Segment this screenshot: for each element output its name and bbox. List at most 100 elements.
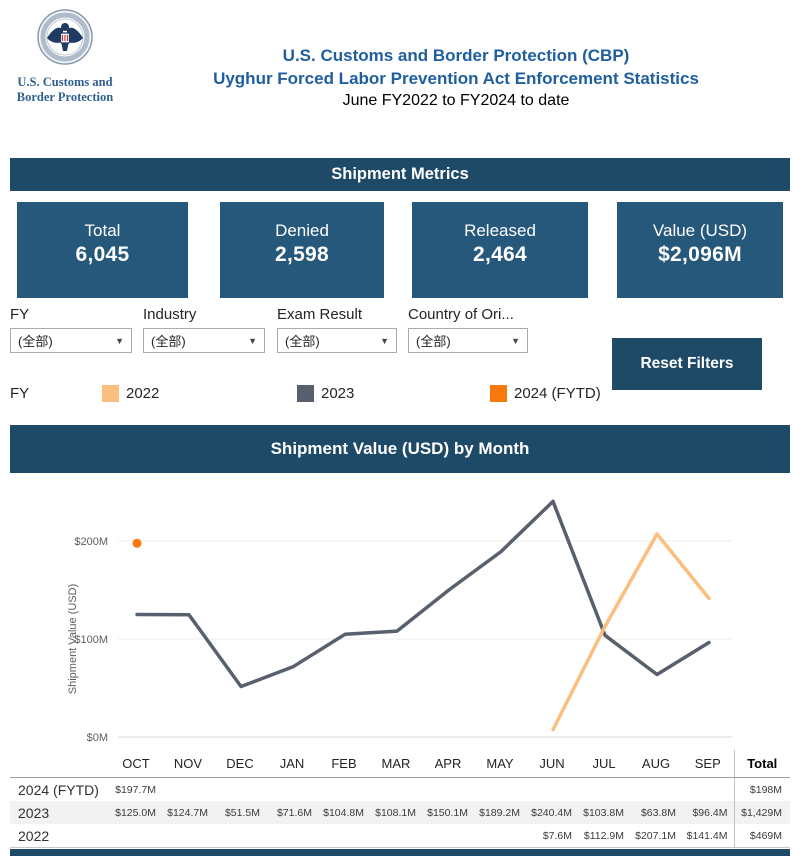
row-total-cell: $469M: [733, 824, 790, 848]
month-value-cell: [318, 824, 370, 848]
month-value-cell: $96.4M: [682, 801, 734, 824]
series-point-2024 (FYTD): [132, 538, 142, 548]
metric-label: Value (USD): [652, 221, 748, 240]
filter-fy: FY (全部) ▼: [10, 306, 132, 353]
total-column-header: Total: [733, 750, 790, 778]
legend-swatch-2022: [102, 385, 119, 402]
filter-label: Exam Result: [277, 306, 363, 323]
metric-card-released: Released 2,464: [412, 202, 588, 298]
legend-label: 2024 (FYTD): [514, 385, 601, 402]
table-header-row: OCT NOV DEC JAN FEB MAR APR MAY JUN JUL AUG SEP Tota…: [10, 750, 790, 778]
table-corner-cell: [10, 750, 110, 778]
chevron-down-icon: ▼: [248, 335, 257, 346]
row-total-cell: $1,429M: [733, 801, 790, 824]
filter-label: Industry: [143, 306, 197, 323]
month-value-cell: [474, 778, 526, 802]
month-column-header: APR: [422, 750, 474, 778]
y-axis-tick-label: $0M: [87, 732, 108, 744]
table-row-2022: 2022 $7.6M $112.9M $207.1M $141.4M $469M: [10, 824, 790, 848]
month-value-cell: [162, 824, 214, 848]
logo-caption-line2: Border Protection: [16, 90, 114, 104]
table-row-2024-fytd-: 2024 (FYTD) $197.7M $198M: [10, 777, 790, 802]
metric-value: 2,464: [472, 243, 528, 266]
fy-dropdown[interactable]: (全部) ▼: [10, 328, 132, 353]
month-value-cell: $7.6M: [542, 829, 572, 842]
filter-label: FY: [10, 306, 30, 323]
title-subtitle: June FY2022 to FY2024 to date: [342, 92, 570, 109]
filter-label: Country of Ori...: [408, 306, 514, 323]
month-value-cell: [162, 778, 214, 802]
filter-exam-result: Exam Result (全部) ▼: [277, 306, 397, 353]
month-value-cell: $103.8M: [578, 801, 630, 824]
title-line-1: U.S. Customs and Border Protection (CBP): [282, 46, 630, 65]
month-column-header: OCT: [110, 750, 162, 778]
metric-card-total: Total 6,045: [17, 202, 188, 298]
month-column-header: FEB: [318, 750, 370, 778]
reset-filters-button[interactable]: Reset Filters: [612, 338, 762, 390]
shipment-value-banner: Shipment Value (USD) by Month: [10, 425, 790, 473]
table-row-2023: 2023 $125.0M $124.7M $51.5M $71.6M $104.8M $10…: [10, 801, 790, 824]
month-value-cell: $189.2M: [474, 801, 526, 824]
row-year-label: 2022: [18, 827, 50, 844]
dropdown-value: (全部): [18, 334, 53, 349]
month-value-cell: $71.6M: [266, 801, 318, 824]
logo-caption-line1: U.S. Customs and: [17, 75, 113, 89]
month-value-cell: [630, 778, 682, 802]
month-value-cell: [266, 778, 318, 802]
month-value-cell: [682, 778, 734, 802]
legend-item-2024-fytd: 2024 (FYTD): [490, 385, 601, 402]
y-axis-tick-label: $200M: [74, 536, 108, 548]
month-value-cell: [214, 824, 266, 848]
month-value-cell: [214, 778, 266, 802]
month-value-cell: $51.5M: [214, 801, 266, 824]
month-column-header: NOV: [162, 750, 214, 778]
month-value-cell: $104.8M: [318, 801, 370, 824]
month-value-cell: $124.7M: [162, 801, 214, 824]
cbp-logo: U.S. Customs and Border Protection: [12, 8, 118, 105]
metric-label: Denied: [275, 221, 329, 240]
filter-country-of-origin: Country of Ori... (全部) ▼: [408, 306, 528, 353]
y-axis-title: Shipment Value (USD): [67, 584, 79, 694]
fy-legend-label: FY: [10, 385, 30, 402]
legend-swatch-2023: [297, 385, 314, 402]
month-value-cell: [474, 824, 526, 848]
month-value-cell: $197.7M: [115, 783, 156, 796]
month-value-cell: [422, 778, 474, 802]
month-value-cell: [526, 778, 578, 802]
month-column-header: DEC: [214, 750, 266, 778]
month-value-cell: [578, 778, 630, 802]
metric-value: 6,045: [75, 243, 130, 266]
legend-item-2023: 2023: [297, 385, 354, 402]
dropdown-value: (全部): [416, 334, 451, 349]
next-section-banner-edge: [10, 849, 790, 856]
filter-industry: Industry (全部) ▼: [143, 306, 265, 353]
cbp-seal-icon: [37, 9, 93, 65]
month-value-cell: $141.4M: [686, 829, 728, 842]
month-value-cell: $240.4M: [526, 801, 578, 824]
metric-label: Released: [464, 221, 536, 240]
month-value-cell: $63.8M: [630, 801, 682, 824]
chevron-down-icon: ▼: [115, 335, 124, 346]
month-value-cell: [318, 778, 370, 802]
chevron-down-icon: ▼: [380, 335, 389, 346]
month-value-cell: $150.1M: [422, 801, 474, 824]
metric-card-denied: Denied 2,598: [220, 202, 384, 298]
dropdown-value: (全部): [285, 334, 320, 349]
month-value-cell: $207.1M: [635, 829, 676, 842]
row-year-label: 2023: [10, 801, 110, 824]
month-column-header: SEP: [682, 750, 734, 778]
shipment-metrics-banner: Shipment Metrics: [10, 158, 790, 191]
month-value-cell: [110, 824, 162, 848]
exam-result-dropdown[interactable]: (全部) ▼: [277, 328, 397, 353]
metric-value: $2,096M: [658, 243, 742, 266]
month-value-cell: [422, 824, 474, 848]
month-value-cell: [370, 778, 422, 802]
chevron-down-icon: ▼: [511, 335, 520, 346]
month-value-cell: $125.0M: [110, 801, 162, 824]
legend-label: 2023: [321, 385, 355, 402]
industry-dropdown[interactable]: (全部) ▼: [143, 328, 265, 353]
row-total-cell: $198M: [733, 777, 790, 801]
month-column-header: JUL: [578, 750, 630, 778]
country-of-origin-dropdown[interactable]: (全部) ▼: [408, 328, 528, 353]
